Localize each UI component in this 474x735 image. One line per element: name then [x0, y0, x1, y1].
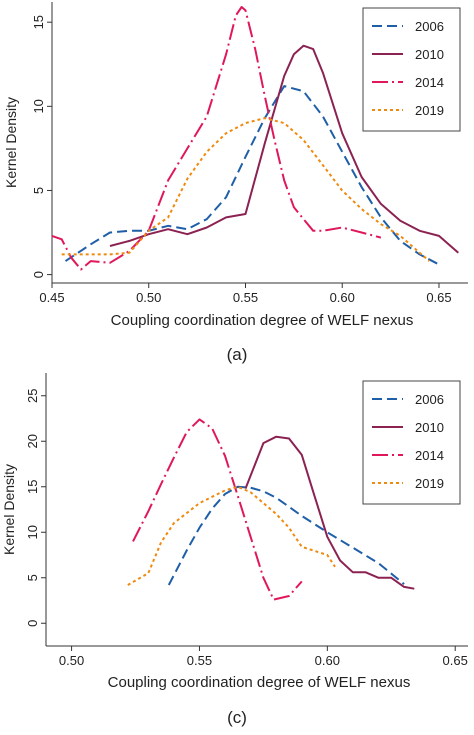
chart-panel-2: 0 5 10 15 20 25 0.50 0.55 0.60 0.65 Kernel Density…	[1, 373, 468, 727]
y-tick-label: 20	[25, 434, 40, 448]
panel-label: (c)	[227, 708, 247, 727]
y-axis-title: Kernel Density	[1, 464, 17, 555]
x-axis-title: Coupling coordination degree of WELF nex…	[111, 312, 414, 329]
y-tick-label: 0	[31, 271, 46, 278]
series-line-2006	[64, 85, 440, 266]
x-tick-label: 0.50	[59, 653, 84, 668]
y-tick-label: 10	[31, 99, 46, 113]
x-axis-title: Coupling coordination degree of WELF nex…	[108, 674, 411, 691]
series-line-2014	[51, 6, 382, 271]
x-tick-label: 0.65	[426, 290, 451, 305]
legend-label: 2006	[415, 19, 444, 34]
x-tick-label: 0.55	[187, 653, 212, 668]
legend-label: 2014	[415, 75, 444, 90]
legend-label: 2006	[415, 392, 444, 407]
legend-label: 2010	[415, 47, 444, 62]
x-tick-label: 0.65	[443, 653, 468, 668]
x-tick-label: 0.55	[233, 290, 258, 305]
legend-label: 2010	[415, 420, 444, 435]
y-tick-label: 25	[25, 389, 40, 403]
y-tick-label: 5	[31, 187, 46, 194]
legend-label: 2019	[415, 103, 444, 118]
series-line-2010	[109, 44, 459, 254]
series-line-2006	[167, 485, 405, 586]
y-tick-label: 5	[25, 574, 40, 581]
x-tick-label: 0.60	[330, 290, 355, 305]
x-tick-label: 0.60	[315, 653, 340, 668]
y-tick-label: 15	[31, 15, 46, 29]
legend: 2006 2010 2014 2019	[362, 7, 461, 132]
panel-label: (a)	[227, 345, 248, 364]
x-tick-label: 0.45	[39, 290, 64, 305]
legend-label: 2014	[415, 448, 444, 463]
y-axis-title: Kernel Density	[3, 97, 19, 188]
y-tick-label: 10	[25, 525, 40, 539]
legend: 2006 2010 2014 2019	[362, 380, 461, 505]
series-line-2019	[61, 117, 430, 262]
legend-label: 2019	[415, 476, 444, 491]
series-line-2010	[244, 435, 415, 590]
series-line-2019	[127, 485, 336, 586]
series-line-2014	[132, 418, 303, 601]
y-tick-label: 15	[25, 480, 40, 494]
y-tick-label: 0	[25, 620, 40, 627]
chart-panel-1: 0 5 10 15 0.45 0.50 0.55 0.60 0.65 Kernel Density…	[3, 2, 468, 364]
x-tick-label: 0.50	[136, 290, 161, 305]
